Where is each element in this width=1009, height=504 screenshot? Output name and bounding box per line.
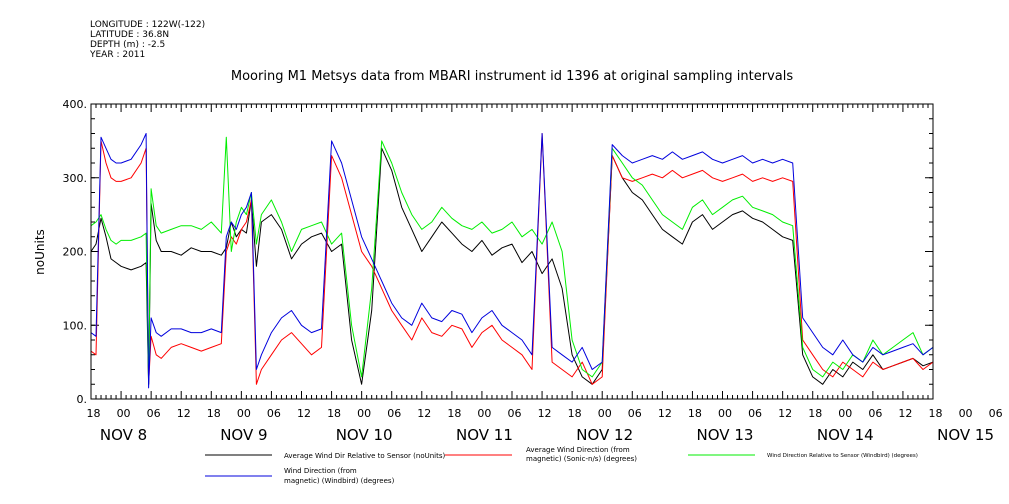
day-label: NOV 12 (576, 426, 633, 444)
x-tick-label: 00 (598, 407, 612, 420)
y-tick-label: 100. (63, 319, 88, 332)
x-tick-label: 12 (177, 407, 191, 420)
x-tick-label: 06 (748, 407, 762, 420)
day-label: NOV 14 (817, 426, 874, 444)
series-line-3 (90, 136, 934, 385)
day-label: NOV 9 (220, 426, 267, 444)
x-tick-label: 06 (387, 407, 401, 420)
y-tick-labels: 0. 100. 200. 300. 400. (63, 98, 88, 406)
x-tick-label: 12 (658, 407, 672, 420)
legend-label-s1: Average Wind Dir Relative to Sensor (noU… (284, 452, 445, 460)
legend-label-s2b: magnetic) (Sonic-n/s) (degrees) (526, 455, 637, 463)
x-tick-label: 12 (417, 407, 431, 420)
x-tick-label: 00 (117, 407, 131, 420)
x-tick-label: 06 (628, 407, 642, 420)
axis-ticks (90, 103, 934, 400)
x-tick-label: 06 (147, 407, 161, 420)
y-tick-label: 400. (63, 98, 88, 111)
depth-text: DEPTH (m) : -2.5 (90, 40, 166, 50)
y-tick-label: 0. (77, 393, 88, 406)
x-tick-labels: 18 00 06 12 18 00 06 12 18 00 06 12 18 00 06 12 18 00 06 12… (87, 407, 1003, 420)
x-tick-label: 12 (778, 407, 792, 420)
day-label: NOV 15 (937, 426, 994, 444)
day-label: NOV 10 (336, 426, 393, 444)
metadata-block: LONGITUDE : 122W(-122) LATITUDE : 36.8N … (90, 20, 205, 60)
x-tick-label: 06 (868, 407, 882, 420)
x-tick-label: 12 (898, 407, 912, 420)
x-tick-label: 12 (297, 407, 311, 420)
x-tick-label: 18 (568, 407, 582, 420)
x-tick-label: 18 (688, 407, 702, 420)
x-tick-label: 00 (838, 407, 852, 420)
x-tick-label: 06 (267, 407, 281, 420)
series-line-1 (90, 147, 934, 385)
x-tick-label: 18 (207, 407, 221, 420)
legend-label-s2a: Average Wind Direction (from (526, 446, 630, 454)
x-tick-label: 00 (718, 407, 732, 420)
x-tick-label: 00 (237, 407, 251, 420)
x-tick-label: 18 (447, 407, 461, 420)
x-tick-label: 06 (989, 407, 1003, 420)
x-tick-label: 18 (929, 407, 943, 420)
plot-frame (90, 103, 934, 400)
day-label: NOV 8 (100, 426, 147, 444)
series-line-4 (90, 133, 934, 389)
x-tick-label: 00 (357, 407, 371, 420)
series-line-2 (90, 133, 934, 385)
chart-title: Mooring M1 Metsys data from MBARI instru… (231, 69, 793, 84)
x-tick-label: 12 (538, 407, 552, 420)
day-label: NOV 13 (697, 426, 754, 444)
x-tick-label: 00 (477, 407, 491, 420)
y-tick-label: 300. (63, 172, 88, 185)
legend-label-s4b: magnetic) (Windbird) (degrees) (284, 477, 395, 485)
y-tick-label: 200. (63, 246, 88, 259)
x-tick-label: 00 (959, 407, 973, 420)
legend: Average Wind Dir Relative to Sensor (noU… (205, 446, 918, 485)
x-tick-label: 06 (508, 407, 522, 420)
longitude-text: LONGITUDE : 122W(-122) (90, 20, 206, 30)
y-axis-label: noUnits (33, 229, 47, 275)
latitude-text: LATITUDE : 36.8N (90, 30, 170, 40)
day-label: NOV 11 (456, 426, 513, 444)
day-labels: NOV 8 NOV 9 NOV 10 NOV 11 NOV 12 NOV 13 NOV 14… (100, 426, 994, 444)
x-tick-label: 18 (808, 407, 822, 420)
legend-label-s4a: Wind Direction (from (284, 467, 357, 475)
year-text: YEAR : 2011 (90, 50, 146, 60)
x-tick-label: 18 (327, 407, 341, 420)
series-layer (90, 133, 934, 389)
legend-label-s3: Wind Direction Relative to Sensor (Windb… (767, 453, 918, 459)
x-tick-label: 18 (87, 407, 101, 420)
